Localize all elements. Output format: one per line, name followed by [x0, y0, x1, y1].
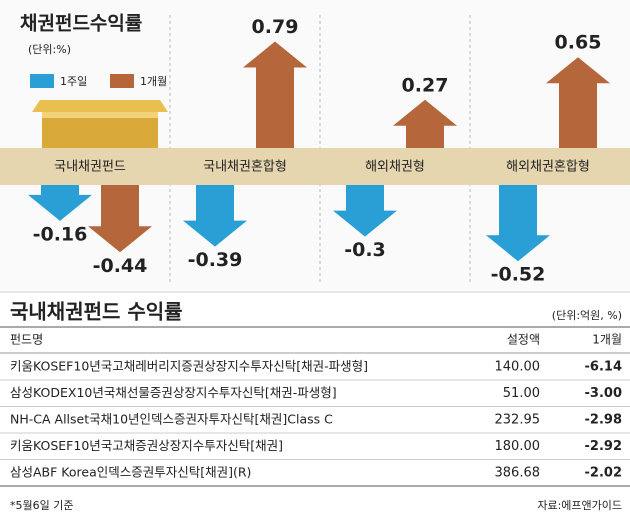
- value-label: 0.65: [555, 32, 602, 54]
- table-cell: 삼성KODEX10년국채선물증권상장지수투자신탁[채권-파생형]: [10, 385, 337, 400]
- source: 자료:에프앤가이드: [537, 499, 622, 512]
- table-cell: 키움KOSEF10년국고채레버리지증권상장지수투자신탁[채권-파생형]: [10, 359, 368, 374]
- table-cell: 삼성ABF Korea인덱스증권투자신탁[채권](R): [10, 465, 251, 480]
- value-label: -0.44: [93, 255, 148, 277]
- value-label: -0.3: [344, 239, 386, 261]
- value-label: -0.16: [33, 223, 88, 245]
- arrow: [393, 99, 457, 148]
- table-header: 1개월: [592, 333, 622, 347]
- value-label: 0.27: [402, 74, 449, 96]
- table-cell: -2.02: [585, 466, 622, 481]
- arrow: [88, 185, 152, 253]
- chart-title: 채권펀드수익률: [20, 13, 142, 35]
- arrow: [486, 185, 550, 262]
- table-cell: 키움KOSEF10년국고채증권상장지수투자신탁[채권]: [10, 438, 283, 453]
- table-cell: NH-CA Allset국채10년인덱스증권자투자신탁[채권]Class C: [10, 412, 333, 427]
- category-label: 국내채권혼합형: [203, 160, 287, 175]
- table-cell: 51.00: [503, 386, 540, 401]
- table-title: 국내채권펀드 수익률: [10, 300, 183, 324]
- table-cell: 386.68: [495, 466, 541, 481]
- arrow: [28, 185, 92, 221]
- value-label: 0.79: [252, 16, 299, 38]
- table-cell: 232.95: [495, 413, 541, 428]
- arrow: [546, 57, 610, 149]
- table-cell: -2.98: [585, 413, 622, 428]
- table-cell: -3.00: [585, 386, 622, 401]
- arrow: [243, 41, 307, 148]
- table-cell: 140.00: [495, 360, 541, 375]
- arrow: [333, 185, 397, 237]
- table-header: 설정액: [507, 333, 540, 347]
- table-cell: -6.14: [585, 360, 622, 375]
- legend-swatch: [110, 74, 134, 88]
- value-label: -0.52: [491, 264, 546, 286]
- value-label: -0.39: [188, 249, 243, 271]
- category-label: 국내채권펀드: [54, 160, 126, 175]
- legend-label: 1주일: [60, 74, 87, 88]
- arrow: [183, 185, 247, 247]
- category-band: [0, 148, 630, 185]
- category-label: 해외채권혼합형: [506, 160, 590, 175]
- category-label: 해외채권형: [365, 160, 425, 175]
- table-unit: (단위:억원, %): [552, 309, 622, 322]
- legend-swatch: [30, 74, 54, 88]
- table-header: 펀드명: [10, 333, 43, 347]
- note: *5월6일 기준: [10, 498, 73, 512]
- chart-subtitle: (단위:%): [28, 43, 71, 56]
- table-cell: -2.92: [585, 439, 622, 454]
- legend-label: 1개월: [140, 75, 167, 88]
- table-cell: 180.00: [495, 439, 541, 454]
- pedestal-decoration: [32, 100, 168, 148]
